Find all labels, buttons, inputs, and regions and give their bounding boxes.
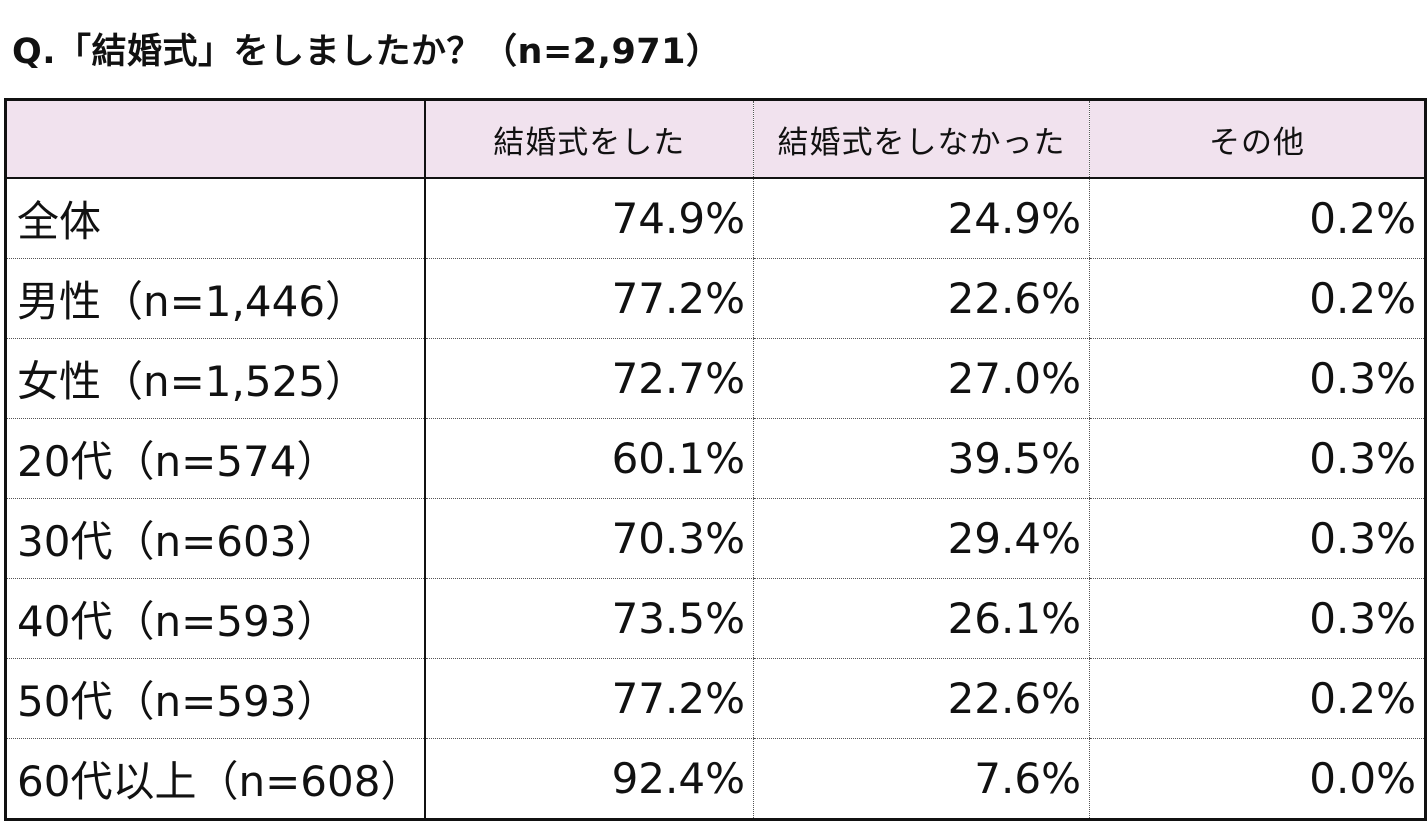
table-row: 全体 74.9% 24.9% 0.2% bbox=[5, 178, 1426, 259]
row-label: 50代（n=593） bbox=[5, 658, 426, 739]
value-cell-no-wedding: 27.0% bbox=[753, 338, 1090, 419]
row-label: 女性（n=1,525） bbox=[5, 338, 426, 419]
value-cell-did-wedding: 72.7% bbox=[424, 338, 754, 419]
value-cell-other: 0.2% bbox=[1089, 258, 1426, 339]
value-cell-did-wedding: 92.4% bbox=[424, 738, 754, 820]
value-cell-no-wedding: 22.6% bbox=[753, 258, 1090, 339]
value-cell-no-wedding: 29.4% bbox=[753, 498, 1090, 579]
value-cell-other: 0.0% bbox=[1089, 738, 1426, 820]
column-header-no-wedding: 結婚式をしなかった bbox=[753, 99, 1090, 179]
table-row: 60代以上（n=608） 92.4% 7.6% 0.0% bbox=[5, 738, 1426, 820]
table-row: 女性（n=1,525） 72.7% 27.0% 0.3% bbox=[5, 338, 1426, 419]
value-cell-no-wedding: 24.9% bbox=[753, 178, 1090, 259]
value-cell-other: 0.3% bbox=[1089, 578, 1426, 659]
row-label: 20代（n=574） bbox=[5, 418, 426, 499]
row-label: 30代（n=603） bbox=[5, 498, 426, 579]
value-cell-other: 0.3% bbox=[1089, 418, 1426, 499]
value-cell-did-wedding: 77.2% bbox=[424, 258, 754, 339]
question-title: Q.「結婚式」をしましたか？（n=2,971） bbox=[12, 32, 722, 72]
value-cell-other: 0.3% bbox=[1089, 498, 1426, 579]
value-cell-did-wedding: 70.3% bbox=[424, 498, 754, 579]
row-label: 60代以上（n=608） bbox=[5, 738, 426, 820]
value-cell-other: 0.3% bbox=[1089, 338, 1426, 419]
value-cell-other: 0.2% bbox=[1089, 178, 1426, 259]
value-cell-no-wedding: 22.6% bbox=[753, 658, 1090, 739]
table-row: 40代（n=593） 73.5% 26.1% 0.3% bbox=[5, 578, 1426, 659]
value-cell-did-wedding: 60.1% bbox=[424, 418, 754, 499]
column-header-other: その他 bbox=[1089, 99, 1426, 179]
value-cell-no-wedding: 7.6% bbox=[753, 738, 1090, 820]
value-cell-did-wedding: 73.5% bbox=[424, 578, 754, 659]
row-label: 40代（n=593） bbox=[5, 578, 426, 659]
table-row: 50代（n=593） 77.2% 22.6% 0.2% bbox=[5, 658, 1426, 739]
table-row: 20代（n=574） 60.1% 39.5% 0.3% bbox=[5, 418, 1426, 499]
value-cell-other: 0.2% bbox=[1089, 658, 1426, 739]
column-header-did-wedding: 結婚式をした bbox=[424, 99, 754, 179]
value-cell-did-wedding: 74.9% bbox=[424, 178, 754, 259]
table-row: 30代（n=603） 70.3% 29.4% 0.3% bbox=[5, 498, 1426, 579]
header-row: 結婚式をした 結婚式をしなかった その他 bbox=[5, 99, 1426, 179]
value-cell-did-wedding: 77.2% bbox=[424, 658, 754, 739]
results-table: 結婚式をした 結婚式をしなかった その他 全体 74.9% 24.9% 0.2%… bbox=[4, 98, 1427, 821]
value-cell-no-wedding: 26.1% bbox=[753, 578, 1090, 659]
header-corner-cell bbox=[5, 99, 426, 179]
table-row: 男性（n=1,446） 77.2% 22.6% 0.2% bbox=[5, 258, 1426, 339]
row-label: 男性（n=1,446） bbox=[5, 258, 426, 339]
row-label: 全体 bbox=[5, 178, 426, 259]
value-cell-no-wedding: 39.5% bbox=[753, 418, 1090, 499]
